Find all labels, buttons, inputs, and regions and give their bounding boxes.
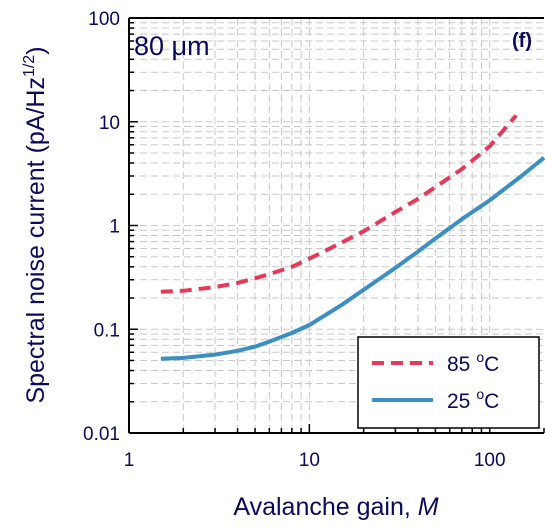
y-tick-label: 1 bbox=[109, 217, 120, 238]
x-tick-label: 1 bbox=[124, 450, 135, 471]
series-line-25c bbox=[160, 156, 545, 361]
x-tick-label: 10 bbox=[299, 450, 320, 471]
y-tick-label: 0.01 bbox=[83, 424, 120, 445]
legend-box bbox=[357, 336, 540, 429]
y-tick-label: 100 bbox=[88, 9, 120, 30]
series-lines bbox=[160, 114, 545, 361]
axis-frame bbox=[128, 17, 544, 434]
y-tick-label: 10 bbox=[99, 113, 120, 134]
series-line-85c bbox=[160, 114, 518, 294]
legend-label-85c: 85 oC bbox=[447, 349, 499, 376]
legend-label-25c: 25 oC bbox=[447, 386, 499, 413]
x-tick-label: 100 bbox=[474, 450, 506, 471]
y-tick-label: 0.1 bbox=[94, 320, 120, 341]
panel-label: (f) bbox=[512, 30, 532, 52]
legend: 85 oC 25 oC bbox=[357, 336, 540, 429]
y-axis-title: Spectral noise current (pA/Hz1/2) bbox=[21, 46, 50, 403]
x-axis-title: Avalanche gain, M bbox=[233, 493, 438, 521]
size-annotation: 80 μm bbox=[134, 31, 210, 61]
